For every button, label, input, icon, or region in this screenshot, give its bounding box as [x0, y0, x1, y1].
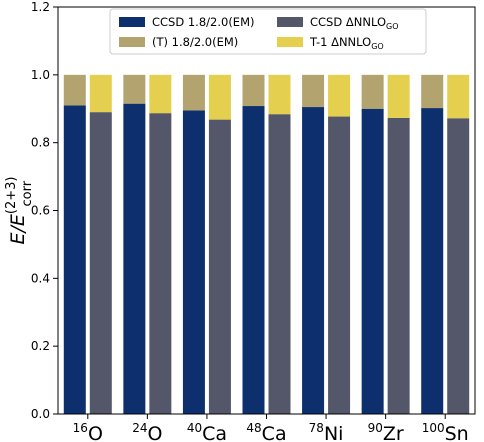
bar-40Ca-group1-series1 [208, 74, 231, 120]
x-tick-label-100Sn: 100Sn [422, 421, 469, 442]
bar-24O-group1-series0 [149, 113, 172, 414]
axes-frame [57, 6, 476, 415]
legend-label-3: T-1 ΔNNLOGO [309, 35, 384, 51]
bar-40Ca-group1-series0 [208, 119, 231, 414]
legend-label-0: CCSD 1.8/2.0(EM) [152, 15, 254, 29]
bar-90Zr-group0-series1 [361, 74, 384, 109]
x-tick-label-90Zr: 90Zr [368, 421, 404, 442]
bar-40Ca-group0-series0 [182, 110, 205, 414]
bar-48Ca-group0-series0 [242, 106, 265, 414]
legend-swatch-2 [119, 37, 145, 47]
bar-16O-group0-series1 [63, 74, 86, 106]
legend-swatch-3 [277, 37, 303, 47]
bar-100Sn-group1-series0 [447, 118, 470, 414]
y-axis-title: E/E(2+3)corr [4, 177, 35, 245]
legend-label-1: CCSD ΔNNLOGO [310, 15, 399, 31]
x-tick-label-40Ca: 40Ca [187, 421, 227, 442]
bar-48Ca-group0-series1 [242, 74, 265, 107]
bar-24O-group0-series0 [123, 103, 146, 414]
y-tick-label: 0.0 [31, 407, 50, 421]
bar-78Ni-group0-series0 [302, 107, 325, 414]
bar-16O-group1-series0 [89, 112, 112, 415]
legend-box [109, 8, 427, 55]
bar-100Sn-group1-series1 [447, 74, 470, 119]
y-tick-label: 1.0 [31, 68, 50, 82]
y-tick-label: 1.2 [31, 0, 50, 14]
bar-48Ca-group1-series1 [268, 74, 291, 115]
y-tick-label: 0.4 [31, 271, 50, 285]
bar-24O-group1-series1 [149, 74, 172, 114]
x-tick-label-24O: 24O [132, 421, 162, 442]
legend-label-2: (T) 1.8/2.0(EM) [152, 35, 238, 49]
legend-swatch-1 [277, 17, 303, 27]
bar-16O-group0-series0 [63, 105, 86, 414]
bar-40Ca-group0-series1 [182, 74, 205, 111]
legend-swatch-0 [119, 17, 145, 27]
y-axis: 0.0 0.2 0.4 0.6 0.8 1.0 1.2 [31, 0, 58, 421]
x-axis: 16O 24O 40Ca 48Ca 78Ni 90Zr 100Sn [73, 414, 469, 442]
x-tick-label-48Ca: 48Ca [246, 421, 286, 442]
bar-90Zr-group1-series1 [387, 74, 410, 118]
x-tick-label-16O: 16O [73, 421, 103, 442]
y-tick-label: 0.2 [31, 339, 50, 353]
bar-78Ni-group1-series1 [328, 74, 351, 117]
x-tick-label-78Ni: 78Ni [309, 421, 344, 442]
y-tick-label: 0.8 [31, 136, 50, 150]
bars-layer [63, 74, 470, 415]
y-axis-label: E/E(2+3)corr [4, 177, 35, 245]
y-tick-label: 0.6 [31, 204, 50, 218]
bar-90Zr-group1-series0 [387, 117, 410, 414]
bar-24O-group0-series1 [123, 74, 146, 104]
bar-16O-group1-series1 [89, 74, 112, 113]
bar-100Sn-group0-series0 [421, 108, 444, 415]
bar-100Sn-group0-series1 [421, 74, 444, 109]
bar-78Ni-group1-series0 [328, 116, 351, 414]
legend: CCSD 1.8/2.0(EM) CCSD ΔNNLOGO (T) 1.8/2.0(… [109, 8, 427, 55]
bar-90Zr-group0-series0 [361, 108, 384, 414]
bar-48Ca-group1-series0 [268, 114, 291, 414]
bar-78Ni-group0-series1 [302, 74, 325, 108]
